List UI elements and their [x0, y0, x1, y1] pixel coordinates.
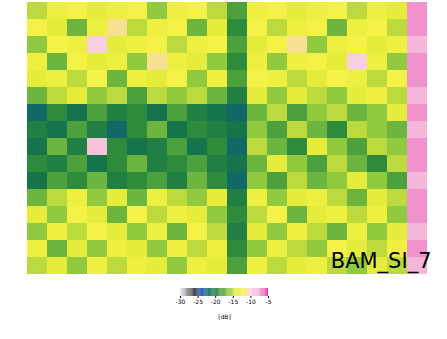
svg-text:-20: -20 [210, 298, 220, 305]
svg-text:-15: -15 [228, 298, 238, 305]
svg-text:-5: -5 [265, 298, 271, 305]
svg-text:-25: -25 [193, 298, 203, 305]
svg-text:[dB]: [dB] [218, 313, 231, 320]
svg-text:BAM_SI_7: BAM_SI_7 [331, 249, 432, 274]
svg-text:-30: -30 [175, 298, 185, 305]
svg-text:-10: -10 [245, 298, 255, 305]
